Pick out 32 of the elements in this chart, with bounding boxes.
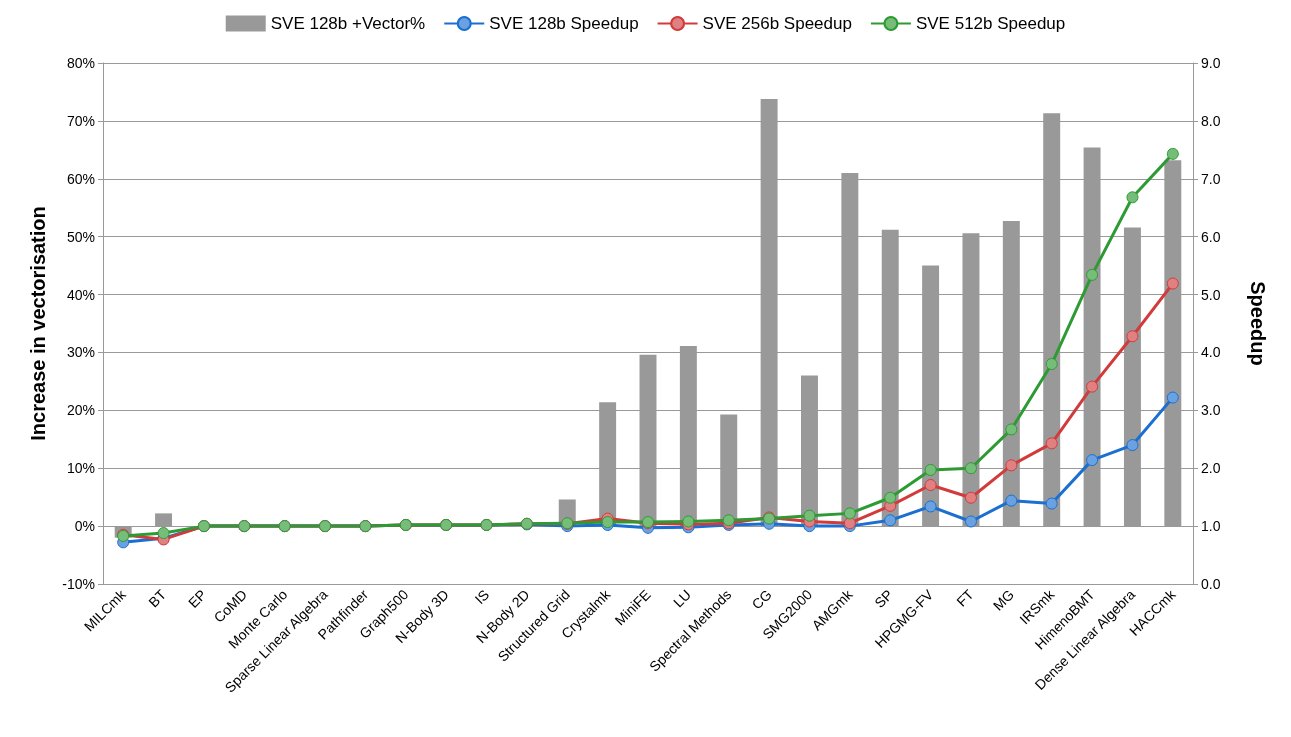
y-axis-title: Increase in vectorisation	[27, 206, 49, 441]
x-tick-label: MG	[989, 586, 1017, 614]
y2-tick-label: 1.0	[1201, 518, 1221, 535]
y2-tick-label: 9.0	[1201, 55, 1221, 71]
legend-label: SVE 256b Speedup	[702, 14, 852, 33]
y-tick-label: 0%	[74, 518, 95, 535]
legend-label: SVE 512b Speedup	[915, 14, 1066, 33]
y-tick-label: 60%	[66, 170, 95, 187]
x-tick-label: EP	[185, 586, 210, 611]
y-tick-label: -10%	[62, 576, 95, 592]
y2-tick-label: 0.0	[1201, 576, 1221, 592]
x-tick-label: IS	[471, 586, 493, 607]
y2-tick-label: 2.0	[1201, 460, 1221, 477]
x-tick-label: LU	[670, 586, 695, 611]
y2-tick-label: 7.0	[1201, 170, 1221, 187]
y-tick-label: 20%	[66, 402, 95, 419]
y-tick-label: 30%	[66, 344, 95, 361]
x-tick-label: BT	[145, 586, 170, 611]
legend-label: SVE 128b +Vector%	[270, 14, 426, 33]
y2-tick-label: 4.0	[1201, 344, 1221, 361]
y-tick-label: 10%	[66, 460, 95, 477]
y-tick-label: 50%	[66, 228, 95, 245]
y2-tick-label: 5.0	[1201, 286, 1221, 303]
legend-label: SVE 128b Speedup	[489, 14, 639, 33]
y-tick-label: 80%	[66, 55, 95, 71]
y2-tick-label: 3.0	[1201, 402, 1221, 419]
y2-tick-label: 6.0	[1201, 228, 1221, 245]
y-tick-label: 70%	[66, 112, 95, 129]
y2-axis-title: Speedup	[1247, 281, 1269, 366]
x-tick-label: FT	[953, 586, 977, 610]
y2-tick-label: 8.0	[1201, 112, 1221, 129]
y-tick-label: 40%	[66, 286, 95, 303]
